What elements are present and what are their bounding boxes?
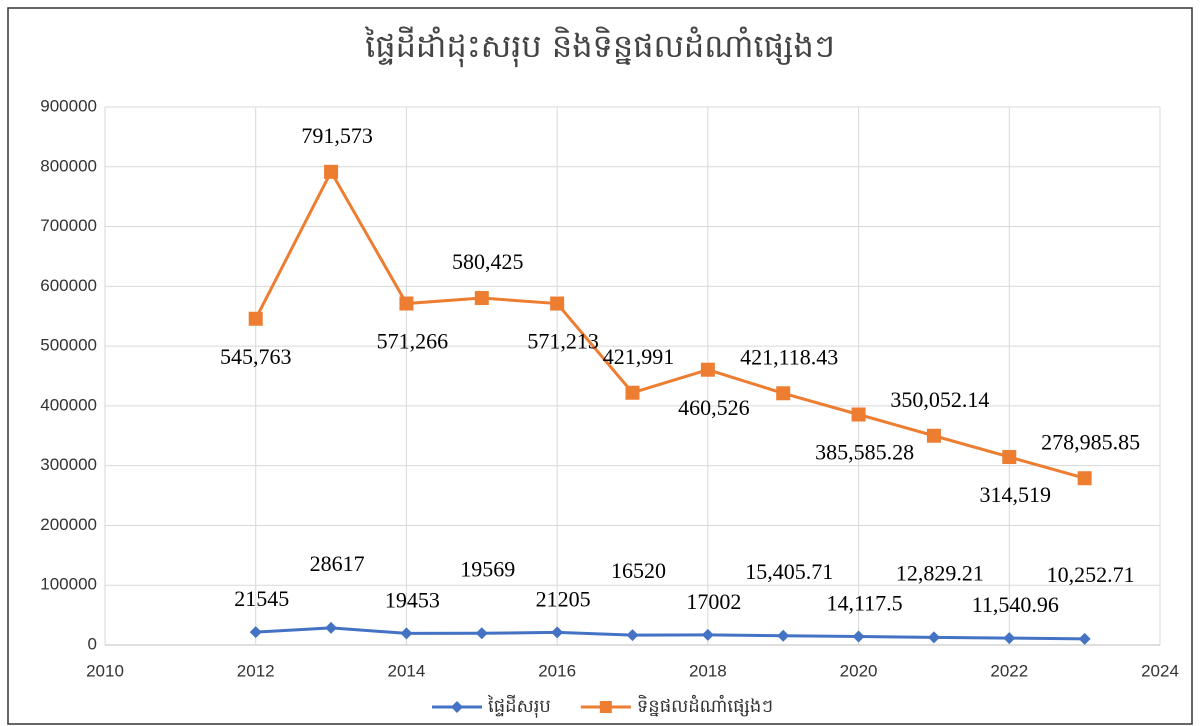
y-tick-label: 0 (88, 634, 97, 653)
data-point (248, 311, 263, 326)
x-tick-label: 2018 (689, 661, 727, 680)
x-tick-label: 2020 (840, 661, 878, 680)
data-label: 791,573 (301, 123, 373, 148)
data-point (927, 631, 940, 644)
y-tick-label: 800000 (40, 156, 97, 175)
data-label: 580,425 (452, 249, 524, 274)
data-point (776, 386, 791, 401)
data-point (926, 428, 941, 443)
data-point (1077, 471, 1092, 486)
data-label: 421,118.43 (740, 344, 838, 369)
data-point (852, 630, 865, 643)
data-label: 571,266 (377, 329, 449, 354)
data-label: 15,405.71 (745, 559, 833, 584)
data-label: 17002 (686, 589, 741, 614)
y-tick-label: 600000 (40, 276, 97, 295)
data-point (399, 296, 414, 311)
x-tick-label: 2024 (1141, 661, 1179, 680)
x-tick-label: 2010 (86, 661, 124, 680)
data-label: 350,052.14 (890, 387, 989, 412)
data-label: 12,829.21 (896, 560, 984, 585)
y-tick-label: 300000 (40, 455, 97, 474)
x-tick-label: 2014 (388, 661, 426, 680)
data-label: 14,117.5 (826, 591, 902, 616)
data-label: 21545 (234, 586, 289, 611)
legend-label: ផ្ទៃដីសរុប (487, 694, 551, 718)
data-label: 19453 (385, 587, 440, 612)
data-point (626, 629, 639, 642)
data-label: 385,585.28 (815, 440, 914, 465)
data-point (1078, 632, 1091, 645)
data-point (701, 628, 714, 641)
data-point (400, 627, 413, 640)
data-label: 314,519 (980, 482, 1052, 507)
data-label: 28617 (310, 551, 365, 576)
data-label: 545,763 (220, 344, 292, 369)
data-label: 21205 (536, 586, 591, 611)
chart-title: ផ្ទៃដីដាំដុះសរុប និងទិន្នផលដំណាំផ្សេងៗ (364, 26, 835, 68)
legend-marker (599, 701, 612, 713)
data-point (249, 626, 262, 639)
data-point (700, 362, 715, 377)
y-tick-label: 900000 (40, 96, 97, 115)
y-tick-label: 700000 (40, 216, 97, 235)
data-label: 11,540.96 (972, 592, 1059, 617)
y-tick-label: 400000 (40, 395, 97, 414)
x-tick-label: 2022 (990, 661, 1028, 680)
x-tick-label: 2016 (538, 661, 576, 680)
data-label: 571,213 (527, 329, 599, 354)
series-line (255, 626, 1085, 641)
data-point (1003, 632, 1016, 645)
x-tick-label: 2012 (237, 661, 275, 680)
chart-frame (7, 7, 1193, 725)
data-label: 278,985.85 (1041, 429, 1140, 454)
data-label: 19569 (460, 556, 515, 581)
data-label: 421,991 (603, 344, 675, 369)
data-point (625, 385, 640, 400)
series-line (254, 168, 1086, 480)
data-point (474, 291, 489, 306)
legend-label: ទិន្នផលដំណាំផ្សេងៗ (637, 694, 773, 717)
y-tick-label: 500000 (40, 336, 97, 355)
data-point (324, 164, 339, 179)
y-tick-label: 100000 (40, 575, 97, 594)
data-point (851, 407, 866, 422)
data-point (475, 627, 488, 640)
data-point (325, 621, 338, 634)
data-label: 16520 (611, 558, 666, 583)
y-tick-label: 200000 (40, 515, 97, 534)
data-point (551, 626, 564, 639)
data-point (1002, 449, 1017, 464)
data-point (550, 296, 565, 311)
legend-marker (451, 701, 463, 713)
data-point (777, 629, 790, 642)
data-label: 460,526 (678, 395, 750, 420)
data-label: 10,252.71 (1047, 562, 1135, 587)
